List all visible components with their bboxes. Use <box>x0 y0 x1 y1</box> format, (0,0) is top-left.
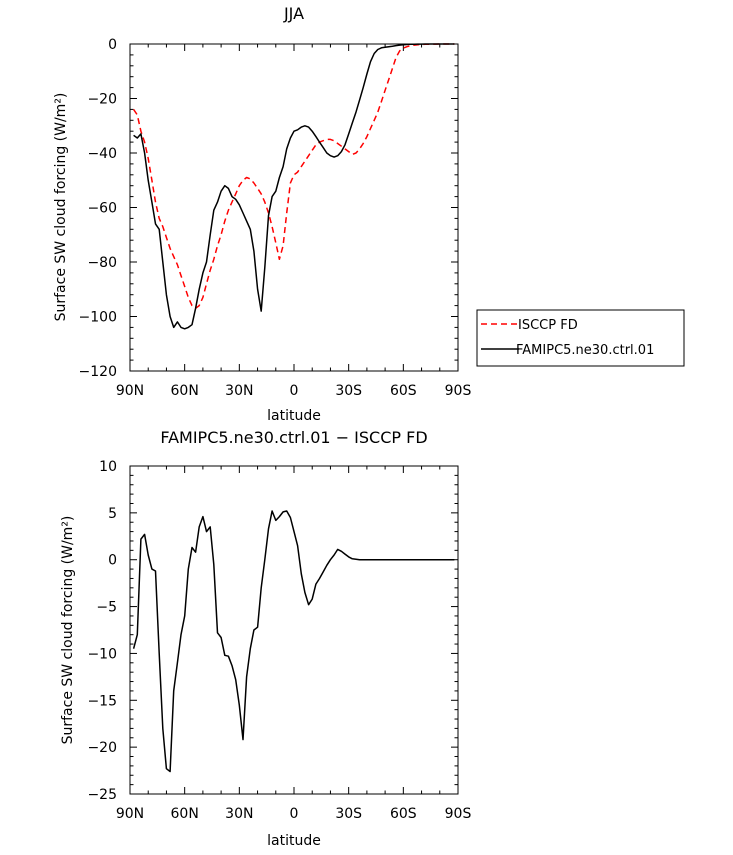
top-y-tick-label: −100 <box>79 310 117 326</box>
bottom-series-line-0 <box>132 510 455 773</box>
bottom-y-tick-label: −15 <box>87 693 117 709</box>
top-axis-ticks <box>129 43 459 372</box>
bottom-x-axis-label: latitude <box>267 833 321 849</box>
top-chart-title: JJA <box>283 4 304 23</box>
legend-label-isccp: ISCCP FD <box>518 318 578 333</box>
top-tick-labels: 90N 60N 30N 0 30S 60S 90S 0 −20 −40 −60 −80 −100 −120 <box>79 37 472 399</box>
top-series-line-0 <box>132 43 455 310</box>
top-x-tick-label: 60N <box>171 383 199 399</box>
top-x-tick-label: 0 <box>290 383 299 399</box>
bottom-x-tick-label: 90S <box>445 806 472 822</box>
top-x-tick-label: 90S <box>445 383 472 399</box>
legend-label-famipc5: FAMIPC5.ne30.ctrl.01 <box>516 343 654 358</box>
top-x-tick-label: 30N <box>225 383 253 399</box>
bottom-panel: FAMIPC5.ne30.ctrl.01 − ISCCP FD Surface … <box>60 428 471 849</box>
bottom-x-tick-label: 60N <box>171 806 199 822</box>
bottom-y-tick-label: −20 <box>87 740 117 756</box>
bottom-axis-ticks <box>129 465 459 795</box>
legend: ISCCP FD FAMIPC5.ne30.ctrl.01 <box>476 309 685 367</box>
top-plot-frame <box>129 43 459 372</box>
bottom-x-tick-label: 30N <box>225 806 253 822</box>
bottom-y-tick-label: −10 <box>87 646 117 662</box>
bottom-y-axis-label: Surface SW cloud forcing (W/m²) <box>60 516 76 745</box>
top-x-tick-label: 90N <box>116 383 144 399</box>
top-series-line-1 <box>133 43 455 330</box>
bottom-y-tick-label: −5 <box>96 600 117 616</box>
bottom-x-tick-label: 0 <box>290 806 299 822</box>
top-x-tick-label: 60S <box>390 383 417 399</box>
bottom-plot-frame <box>129 465 459 795</box>
top-series-lines <box>132 43 455 330</box>
top-y-axis-label: Surface SW cloud forcing (W/m²) <box>53 93 69 322</box>
bottom-x-tick-label: 90N <box>116 806 144 822</box>
top-y-tick-label: 0 <box>108 37 117 53</box>
top-y-tick-label: −20 <box>87 92 117 108</box>
top-x-axis-label: latitude <box>267 408 321 424</box>
bottom-series-lines <box>132 510 455 773</box>
bottom-chart-title: FAMIPC5.ne30.ctrl.01 − ISCCP FD <box>160 428 427 447</box>
top-y-tick-label: −40 <box>87 146 117 162</box>
top-y-tick-label: −60 <box>87 201 117 217</box>
top-y-tick-label: −80 <box>87 255 117 271</box>
legend-box <box>476 309 685 367</box>
bottom-y-tick-label: 10 <box>99 459 117 475</box>
top-panel: JJA Surface SW cloud forcing (W/m²) lati… <box>53 4 471 424</box>
bottom-tick-labels: 90N 60N 30N 0 30S 60S 90S 10 5 0 −5 −10 −15 −20 −25 <box>87 459 471 822</box>
bottom-y-tick-label: −25 <box>87 787 117 803</box>
top-x-tick-label: 30S <box>335 383 362 399</box>
bottom-x-tick-label: 60S <box>390 806 417 822</box>
top-y-tick-label: −120 <box>79 364 117 380</box>
bottom-y-tick-label: 0 <box>108 553 117 569</box>
bottom-x-tick-label: 30S <box>335 806 362 822</box>
bottom-y-tick-label: 5 <box>108 506 117 522</box>
